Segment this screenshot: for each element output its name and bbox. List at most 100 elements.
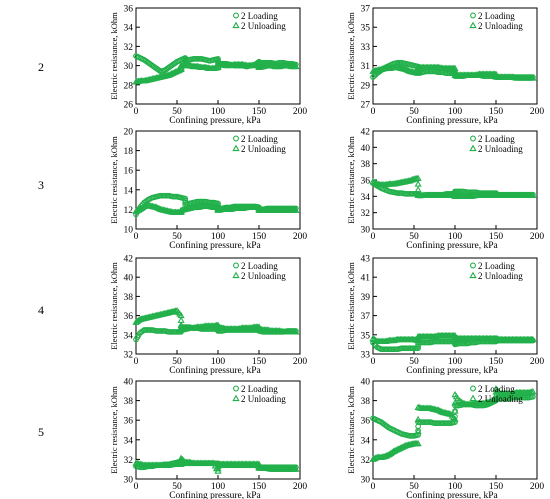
data-point	[391, 447, 399, 454]
data-point	[400, 442, 409, 449]
y-tick-label: 14	[124, 186, 134, 196]
data-point	[172, 68, 180, 75]
series-unloading	[132, 59, 300, 85]
y-tick-label: 32	[361, 456, 371, 466]
y-tick-label: 38	[124, 397, 134, 407]
y-tick-label: 30	[124, 62, 134, 72]
x-tick-label: 0	[371, 482, 376, 492]
y-tick-label: 38	[361, 397, 371, 407]
y-tick-label: 35	[361, 331, 371, 341]
data-point	[414, 403, 422, 410]
legend-label-loading: 2 Loading	[478, 11, 515, 21]
data-point	[133, 206, 141, 214]
x-tick-label: 50	[409, 232, 419, 242]
y-tick-label: 16	[124, 167, 134, 177]
series-loading	[370, 393, 536, 439]
x-tick-label: 100	[448, 357, 463, 367]
row-label-4: 5	[38, 425, 44, 439]
y-axis-label: Electric resistance, kOhm	[109, 262, 119, 350]
data-point	[492, 394, 500, 402]
legend-label-unloading: 2 Unloading	[241, 394, 286, 404]
x-tick-label: 50	[409, 357, 419, 367]
data-point	[369, 177, 377, 185]
legend-marker-unloading	[469, 271, 477, 279]
y-axis-label: Electric resistance, kOhm	[109, 136, 119, 224]
series-unloading	[132, 201, 300, 215]
series-unloading	[132, 454, 300, 474]
y-axis-label: Electric resistance, kOhm	[109, 386, 119, 474]
x-axis-label: Confining pressure, kPa	[169, 490, 261, 499]
x-tick-label: 200	[293, 357, 308, 367]
data-point	[491, 395, 499, 403]
data-point	[492, 391, 500, 398]
y-tick-label: 36	[124, 312, 134, 322]
series-unloading	[132, 307, 300, 335]
x-tick-label: 150	[489, 232, 504, 242]
x-tick-label: 100	[448, 232, 463, 242]
legend-label-loading: 2 Loading	[478, 384, 515, 394]
data-point	[384, 451, 392, 458]
legend-marker-loading	[470, 135, 476, 142]
x-tick-label: 200	[530, 357, 545, 367]
data-point	[385, 450, 393, 458]
legend-marker-unloading	[232, 144, 240, 152]
legend-marker-loading	[233, 262, 239, 269]
x-tick-label: 50	[172, 482, 182, 492]
y-tick-label: 10	[124, 226, 134, 236]
series-unloading	[369, 385, 537, 462]
x-tick-label: 100	[211, 357, 226, 367]
data-point	[451, 399, 459, 406]
x-tick-label: 50	[172, 357, 182, 367]
series-unloading	[369, 174, 537, 199]
data-point	[414, 427, 422, 435]
x-axis-label: Confining pressure, kPa	[406, 490, 498, 499]
row-label-3: 4	[38, 303, 44, 317]
y-tick-label: 32	[124, 456, 134, 466]
data-point	[402, 441, 410, 449]
data-point	[132, 207, 140, 214]
legend-marker-unloading	[469, 21, 477, 29]
x-tick-label: 200	[293, 232, 308, 242]
series-unloading	[369, 332, 537, 345]
x-tick-label: 150	[489, 107, 504, 117]
data-point	[166, 70, 174, 78]
data-point	[370, 335, 378, 343]
data-point	[396, 444, 404, 451]
y-tick-label: 39	[361, 293, 371, 303]
x-tick-label: 200	[293, 482, 308, 492]
data-point	[373, 453, 381, 460]
x-axis-label: Confining pressure, kPa	[406, 365, 498, 376]
chart-panel-8: 0 50 100 150 200 30 32 34 36 38 40 Confining pressu…	[346, 378, 544, 499]
data-point	[387, 449, 395, 457]
y-tick-label: 40	[361, 378, 371, 388]
y-tick-label: 30	[361, 476, 371, 486]
data-point	[132, 459, 140, 466]
x-tick-label: 150	[252, 482, 267, 492]
x-axis-label: Confining pressure, kPa	[406, 115, 498, 126]
chart-panel-6: 0 50 100 150 200 33 35 37 39 41 43 Confining pressu…	[346, 255, 544, 377]
x-tick-label: 0	[134, 357, 139, 367]
y-tick-label: 12	[124, 206, 134, 216]
y-tick-label: 32	[124, 43, 134, 53]
data-point	[451, 390, 459, 398]
legend-marker-loading	[470, 262, 476, 269]
y-tick-label: 42	[361, 128, 371, 138]
x-tick-label: 50	[172, 107, 182, 117]
data-point	[132, 78, 140, 85]
x-axis-label: Confining pressure, kPa	[169, 240, 261, 251]
data-point	[135, 206, 143, 213]
data-point	[174, 66, 182, 74]
legend-marker-unloading	[469, 394, 477, 402]
data-point	[451, 407, 459, 414]
data-point	[414, 415, 422, 423]
x-axis-label: Confining pressure, kPa	[169, 115, 261, 126]
data-point	[369, 67, 377, 74]
chart-panel-5: 0 50 100 150 200 32 34 36 38 40 42 Confining pressu…	[109, 255, 307, 377]
x-axis-label: Confining pressure, kPa	[169, 365, 261, 376]
